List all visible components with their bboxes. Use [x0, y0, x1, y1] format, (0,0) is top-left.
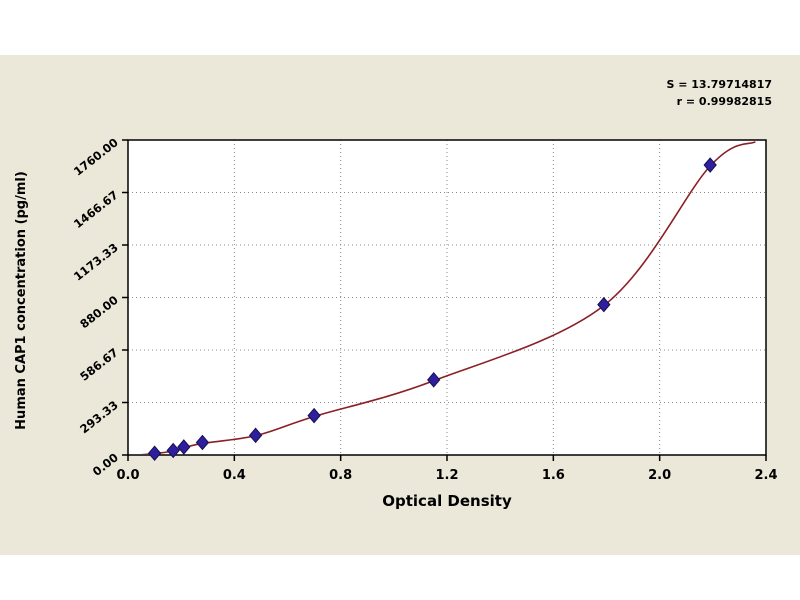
svg-text:1760.00: 1760.00	[71, 135, 121, 178]
svg-text:2.0: 2.0	[648, 468, 671, 483]
fit-statistics: S = 13.79714817 r = 0.99982815	[666, 76, 772, 110]
y-axis-title: Human CAP1 concentration (pg/ml)	[13, 170, 29, 430]
fit-r-value: r = 0.99982815	[676, 95, 772, 108]
svg-text:1466.67: 1466.67	[71, 188, 121, 231]
svg-text:2.4: 2.4	[754, 468, 777, 483]
fit-s-value: S = 13.79714817	[666, 78, 772, 91]
svg-text:0.0: 0.0	[116, 468, 139, 483]
svg-text:1173.33: 1173.33	[71, 240, 121, 283]
svg-text:1.2: 1.2	[435, 468, 458, 483]
svg-text:586.67: 586.67	[77, 345, 121, 383]
svg-text:880.00: 880.00	[77, 293, 121, 331]
svg-text:0.8: 0.8	[329, 468, 352, 483]
svg-text:0.4: 0.4	[223, 468, 246, 483]
svg-text:293.33: 293.33	[77, 398, 121, 436]
x-axis-title: Optical Density	[382, 492, 512, 510]
svg-text:1.6: 1.6	[542, 468, 565, 483]
y-axis-title-wrap: Human CAP1 concentration (pg/ml)	[4, 0, 38, 600]
